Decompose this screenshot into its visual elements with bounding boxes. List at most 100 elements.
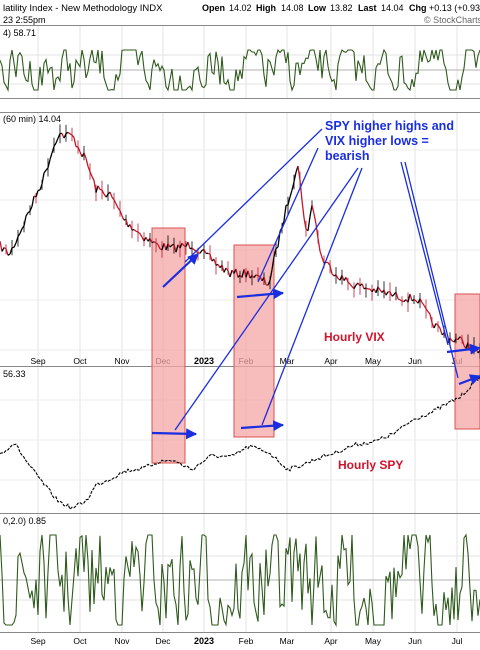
vix-segment <box>365 287 369 290</box>
vix-segment <box>361 283 365 290</box>
vix-segment <box>83 152 87 159</box>
vix-segment <box>241 269 245 278</box>
vix-segment <box>145 237 149 242</box>
vix-segment <box>97 185 101 190</box>
vix-segment <box>101 189 105 195</box>
vix-segment <box>263 277 267 285</box>
vix-segment <box>121 215 125 221</box>
vix-segment <box>271 256 275 270</box>
vix-segment <box>89 171 93 177</box>
tick-label-sep-ticks-mid: Sep <box>30 356 45 366</box>
vix-segment <box>149 238 153 243</box>
vix-segment <box>133 229 137 232</box>
tick-label-oct-ticks-mid: Oct <box>73 356 87 366</box>
vix-segment <box>439 328 443 335</box>
last-value: 14.04 <box>381 3 404 13</box>
spy-arrow-feb <box>240 420 285 432</box>
tick-label-nov-ticks-bot: Nov <box>114 636 130 646</box>
pointer-5 <box>400 161 449 346</box>
vix-segment <box>95 185 99 193</box>
vix-segment <box>289 190 293 198</box>
vix-segment <box>47 159 51 168</box>
high-label: High <box>256 3 276 13</box>
highlight-boxes <box>151 227 480 464</box>
vix-segment <box>109 191 113 198</box>
vix-segment <box>449 337 453 342</box>
vix-segment <box>409 293 413 301</box>
vix-segment <box>395 291 399 299</box>
vix-segment <box>77 146 81 153</box>
vix-segment <box>253 274 257 278</box>
vix-segment <box>283 205 287 221</box>
bottom-indicator-label: 0,2.0) 0.85 <box>3 516 46 526</box>
vix-segment <box>425 308 429 313</box>
vix-segment <box>287 196 291 206</box>
vix-segment <box>137 231 141 235</box>
open-value: 14.02 <box>229 3 252 13</box>
vix-segment <box>151 241 155 244</box>
gridlines <box>0 26 480 632</box>
pointer-2 <box>257 147 319 283</box>
pointer-3 <box>174 167 359 431</box>
vix-segment <box>427 311 431 315</box>
vix-segment <box>413 298 417 302</box>
vix-segment <box>389 291 393 297</box>
vix-arrow-feb <box>236 288 285 300</box>
tick-label-nov-ticks-mid: Nov <box>114 356 130 366</box>
vix-segment <box>319 250 323 258</box>
vix-segment <box>113 199 117 205</box>
open-label: Open <box>202 3 225 13</box>
vix-segment <box>257 275 261 278</box>
vix-segment <box>157 244 161 250</box>
vix-segment <box>377 286 381 291</box>
vix-segment <box>461 338 465 346</box>
top-oscillator-line <box>0 48 480 93</box>
vix-segment <box>155 242 159 246</box>
vix-segment <box>221 264 225 273</box>
vix-segment <box>455 338 459 341</box>
vix-segment <box>223 267 227 273</box>
vix-segment <box>35 190 39 198</box>
spy-line <box>0 375 480 511</box>
vix-segment <box>5 248 9 256</box>
vix-segment <box>71 134 75 138</box>
vix-segment <box>85 158 89 167</box>
vix-segment <box>293 172 297 183</box>
timestamp: 23 2:55pm <box>3 15 46 25</box>
vix-segment <box>203 249 207 254</box>
vix-arrow-jul <box>446 343 480 355</box>
vix-segment <box>17 233 21 237</box>
vix-segment <box>29 206 33 212</box>
vix-segment <box>299 180 303 201</box>
annotation-line-3: bearish <box>325 149 369 163</box>
vix-segment <box>311 204 315 215</box>
vix-segment <box>301 200 305 218</box>
bottom-oscillator-line <box>0 533 480 628</box>
vix-segment <box>307 216 311 231</box>
vix-segment <box>175 244 179 253</box>
vix-segment <box>229 270 233 278</box>
chg-value: +0.13 (+0.93 <box>429 3 480 13</box>
vix-segment <box>11 246 15 249</box>
tick-label-jul-ticks-bot: Jul <box>452 636 463 646</box>
vix-segment <box>397 298 401 301</box>
highlight-box-dec <box>151 227 186 464</box>
vix-segment <box>37 189 41 192</box>
vix-segment <box>1 247 5 252</box>
vix-series <box>0 124 480 359</box>
vix-segment <box>341 274 345 281</box>
tick-label-apr-ticks-mid: Apr <box>324 356 337 366</box>
vix-segment <box>7 253 11 256</box>
vix-segment <box>275 246 279 250</box>
vix-segment <box>385 291 389 296</box>
vix-segment <box>79 151 83 157</box>
tick-label-apr-ticks-bot: Apr <box>324 636 337 646</box>
chg-label: Chg <box>409 3 427 13</box>
vix-segment <box>23 215 27 227</box>
bottom-indicator-line <box>0 533 480 628</box>
vix-segment <box>115 203 119 209</box>
annotation-line-1: SPY higher highs and <box>325 119 454 133</box>
tick-label-jun-ticks-bot: Jun <box>408 636 422 646</box>
hourly-spy-label: Hourly SPY <box>338 458 403 472</box>
